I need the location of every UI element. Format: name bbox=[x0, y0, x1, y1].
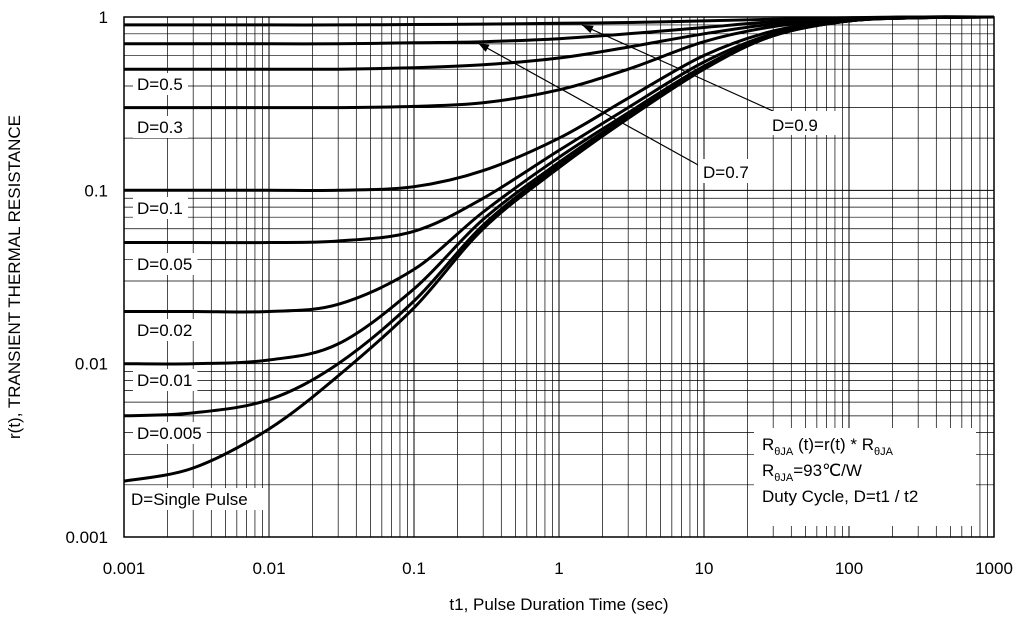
curve-label-bg bbox=[133, 253, 198, 275]
y-tick-label: 0.001 bbox=[65, 528, 108, 547]
curve-label-bg bbox=[133, 116, 188, 138]
curve-label: D=0.005 bbox=[137, 424, 202, 443]
y-tick-label: 0.1 bbox=[84, 181, 108, 200]
curve-label: D=0.02 bbox=[137, 321, 192, 340]
callout-leader bbox=[477, 42, 701, 167]
series-line-9 bbox=[123, 15, 995, 483]
tick-labels: 0.001 0.01 0.1 1 10 100 1000 0.001 0.01 0.1 1 bbox=[65, 8, 1012, 578]
curve-label: D=Single Pulse bbox=[131, 490, 248, 509]
curve-label: D=0.5 bbox=[137, 75, 183, 94]
data-series bbox=[123, 15, 995, 483]
curve-label-bg bbox=[133, 369, 198, 391]
curve-label: D=0.01 bbox=[137, 371, 192, 390]
x-tick-label: 0.1 bbox=[402, 559, 426, 578]
callout-label-bg bbox=[767, 111, 837, 135]
annotation-box bbox=[754, 428, 976, 526]
curve-labels: D=0.5 D=0.3 D=0.1 D=0.05 D=0.02 D=0.01 D=0.005… bbox=[127, 24, 837, 510]
y-axis-title: r(t), TRANSIENT THERMAL RESISTANCE bbox=[5, 115, 24, 439]
x-axis-title: t1, Pulse Duration Time (sec) bbox=[449, 595, 668, 614]
callout-label: D=0.9 bbox=[772, 116, 818, 135]
x-tick-label: 1 bbox=[554, 559, 563, 578]
curve-label-bg bbox=[127, 488, 267, 510]
x-tick-label: 0.001 bbox=[103, 559, 146, 578]
callout-arrowhead bbox=[478, 43, 490, 52]
curve-label-bg bbox=[133, 197, 188, 219]
x-tick-label: 10 bbox=[695, 559, 714, 578]
y-tick-label: 1 bbox=[99, 8, 108, 27]
curve-label-bg bbox=[133, 73, 188, 95]
curve-label-bg bbox=[133, 422, 207, 444]
curve-label-bg bbox=[133, 319, 198, 341]
x-tick-label: 100 bbox=[835, 559, 863, 578]
callout-leader bbox=[581, 24, 774, 112]
x-tick-label: 1000 bbox=[975, 559, 1013, 578]
x-tick-label: 0.01 bbox=[252, 559, 285, 578]
curve-label: D=0.1 bbox=[137, 199, 183, 218]
curve-label: D=0.05 bbox=[137, 255, 192, 274]
annotation-line-3: Duty Cycle, D=t1 / t2 bbox=[762, 487, 918, 506]
curve-label: D=0.3 bbox=[137, 118, 183, 137]
formula-annotation: RθJA (t)=r(t) * RθJA RθJA=93℃/W Duty Cyc… bbox=[754, 428, 976, 526]
callout-label-bg bbox=[698, 159, 760, 183]
annotation-line-2: RθJA=93℃/W bbox=[762, 461, 862, 484]
y-tick-label: 0.01 bbox=[75, 355, 108, 374]
annotation-line-1: RθJA (t)=r(t) * RθJA bbox=[762, 435, 894, 458]
plot-frame bbox=[123, 16, 995, 538]
callout-arrowhead bbox=[582, 25, 594, 34]
callout-label: D=0.7 bbox=[703, 163, 749, 182]
